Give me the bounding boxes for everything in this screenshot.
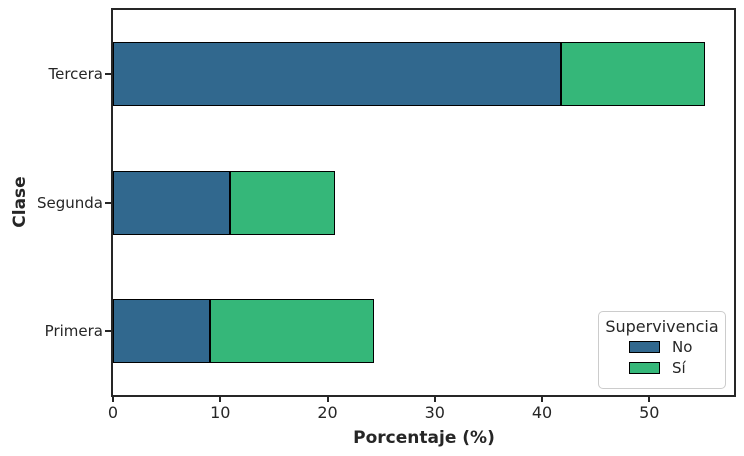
legend: Supervivencia No Sí	[598, 311, 726, 389]
x-tick-mark	[433, 397, 436, 402]
x-tick-label-30: 30	[424, 403, 445, 422]
bar-sí-segunda	[229, 170, 335, 235]
x-tick-mark	[219, 397, 222, 402]
x-axis-title: Porcentaje (%)	[353, 428, 495, 448]
bar-no-segunda	[113, 170, 230, 235]
x-tick-label-50: 50	[639, 403, 660, 422]
x-tick-mark	[648, 397, 651, 402]
bar-sí-tercera	[561, 42, 706, 107]
bar-no-tercera	[113, 42, 562, 107]
bar-no-primera	[113, 298, 210, 363]
legend-items: No Sí	[599, 337, 725, 379]
y-tick-mark	[105, 201, 111, 204]
y-tick-label-segunda: Segunda	[37, 193, 103, 212]
legend-swatch-sí	[629, 362, 660, 374]
y-tick-label-primera: Primera	[44, 321, 103, 340]
legend-label-no: No	[672, 338, 693, 356]
x-tick-mark	[541, 397, 543, 402]
bar-sí-primera	[209, 298, 374, 363]
x-tick-mark	[326, 397, 329, 402]
y-tick-mark	[105, 73, 111, 76]
x-tick-label-40: 40	[531, 403, 553, 422]
y-tick-mark	[105, 329, 111, 332]
legend-entry-no: No	[599, 337, 725, 358]
x-tick-mark	[112, 397, 114, 402]
legend-entry-sí: Sí	[599, 358, 725, 379]
legend-swatch-no	[629, 341, 660, 353]
legend-title: Supervivencia	[605, 317, 719, 336]
x-tick-label-10: 10	[210, 403, 231, 422]
y-axis-title: Clase	[10, 176, 30, 228]
x-tick-label-20: 20	[317, 403, 338, 422]
y-tick-label-tercera: Tercera	[48, 65, 103, 84]
x-tick-label-0: 0	[107, 403, 119, 422]
legend-label-sí: Sí	[672, 359, 686, 377]
